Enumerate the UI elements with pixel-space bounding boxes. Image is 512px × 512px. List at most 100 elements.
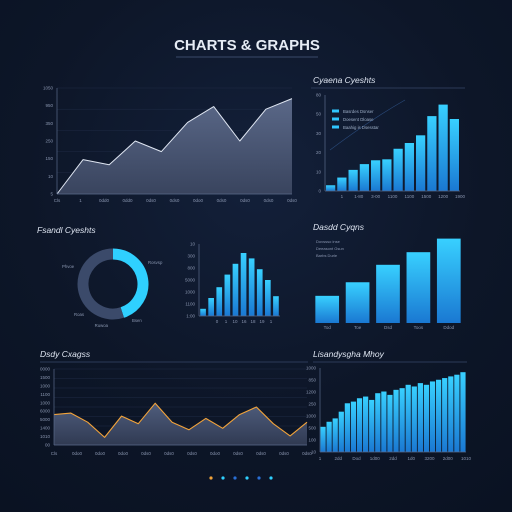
x-tick-label: Cls	[51, 451, 58, 456]
bar	[224, 274, 231, 316]
y-tick-label: 1:00	[186, 314, 195, 319]
x-tick-label: 0do0	[95, 451, 106, 456]
bar	[404, 143, 414, 191]
bar	[393, 389, 399, 452]
x-tick-label: 0ds0	[217, 198, 227, 203]
x-tick-label: 1100	[405, 194, 415, 199]
y-tick-label: 10	[48, 174, 54, 179]
x-tick-label: 0ds0	[164, 451, 174, 456]
bar	[416, 135, 426, 191]
area-line	[53, 402, 308, 438]
bar	[350, 401, 357, 452]
x-tick-label: 1-80	[354, 194, 364, 199]
legend-bottom-dots	[209, 476, 273, 480]
panel-title-middle-right: Dasdd Cyqns	[313, 222, 365, 232]
x-tick-label: 1d00	[370, 456, 381, 461]
y-tick-label: 1010	[40, 434, 51, 439]
chart-middle-left-donut: Phvoe Rosvsp Roas Bsen Ruwoa	[62, 248, 163, 328]
y-tick-label: 0000	[40, 367, 51, 372]
x-tick-label: 0ds0	[287, 198, 297, 203]
x-tick-label: 18	[250, 319, 256, 324]
area-line	[56, 98, 293, 195]
legend-swatch	[332, 125, 339, 129]
chart-top-left-area: 5 10 150 250 350 950 1050 Cls 1 0dd0 0dd0 0ds0 0ds0 0…	[43, 86, 297, 204]
x-tick-label: 2dd	[334, 456, 342, 461]
x-tick-label: 1	[319, 456, 322, 461]
bar	[208, 298, 214, 316]
bar	[449, 119, 459, 191]
bar	[345, 282, 370, 323]
bar	[436, 379, 442, 452]
x-tick-label: Toos	[414, 325, 424, 330]
x-tick-label: 0ds0	[170, 198, 180, 203]
bar	[429, 381, 436, 452]
bar	[369, 399, 375, 452]
bar	[326, 185, 336, 191]
y-tick-label: 20	[316, 150, 322, 155]
bar	[411, 386, 417, 452]
trend-line	[329, 99, 406, 151]
legend-dot	[245, 476, 249, 480]
x-tick-label: Toe	[354, 325, 362, 330]
legend-label: Dovssso inse	[316, 239, 341, 244]
x-tick-label: 0do0	[210, 451, 221, 456]
bar	[320, 426, 326, 452]
x-tick-label: 3200	[424, 456, 435, 461]
y-tick-label: 50	[316, 112, 322, 117]
bar	[356, 398, 363, 452]
bar	[326, 421, 332, 452]
y-tick-label: 10	[311, 450, 317, 455]
donut-label: Ruwoa	[95, 323, 109, 328]
bar	[338, 411, 344, 452]
x-tick-label: 19	[259, 319, 265, 324]
y-tick-label: 250	[45, 139, 53, 144]
y-tick-label: 850	[308, 378, 316, 383]
y-tick-label: 0	[318, 189, 321, 194]
bar	[332, 418, 338, 452]
legend-label: Baahig is Dsesstar	[343, 125, 379, 130]
x-tick-label: 0ds0	[141, 451, 151, 456]
chart-top-right-bars: 0 10 20 30 50 80 1 1-80 3-00 1100 1100 1500 1200 1900	[316, 93, 466, 200]
area-fill	[57, 98, 292, 194]
x-tick-label: Dsd	[384, 325, 392, 330]
y-tick-label: 250	[308, 402, 316, 407]
legend-dot	[233, 476, 237, 480]
bar	[200, 308, 206, 316]
donut-slice	[77, 248, 124, 320]
x-tick-label: 0ds0	[233, 451, 243, 456]
y-tick-label: 10	[316, 169, 322, 174]
y-tick-label: 500	[308, 426, 316, 431]
x-tick-label: Dod	[352, 456, 361, 461]
bar	[393, 148, 403, 191]
x-tick-label: Ddod	[443, 325, 454, 330]
bar	[438, 104, 448, 191]
legend-label: Basrdes Dsnser	[343, 109, 374, 114]
bar	[232, 263, 239, 316]
donut-slice	[112, 248, 149, 318]
y-tick-label: 5000	[40, 417, 51, 422]
legend-dot	[221, 476, 225, 480]
x-tick-label: 1	[270, 319, 273, 324]
panel-title-middle-left: Fsandl Cyeshts	[37, 225, 96, 235]
bar	[273, 296, 279, 316]
y-tick-label: 10	[190, 242, 196, 247]
x-tick-label: 1100	[388, 194, 398, 199]
x-tick-label: 1900	[455, 194, 466, 199]
y-tick-label: 5	[50, 192, 53, 197]
bar	[240, 253, 247, 316]
bar	[427, 116, 437, 191]
y-tick-label: 1000	[306, 414, 317, 419]
x-tick-label: Tod	[324, 325, 332, 330]
panel-title-top-right: Cyaena Cyeshts	[313, 75, 376, 85]
x-tick-label: 0dd0	[99, 198, 110, 203]
x-tick-label: 0ds0	[187, 451, 197, 456]
y-tick-label: 30	[316, 131, 322, 136]
bar	[382, 159, 392, 191]
x-tick-label: 0do0	[72, 451, 83, 456]
x-tick-label: 1200	[438, 194, 449, 199]
y-tick-label: 150	[45, 156, 53, 161]
x-tick-label: 0dd0	[122, 198, 133, 203]
x-tick-label: 0	[216, 319, 219, 324]
